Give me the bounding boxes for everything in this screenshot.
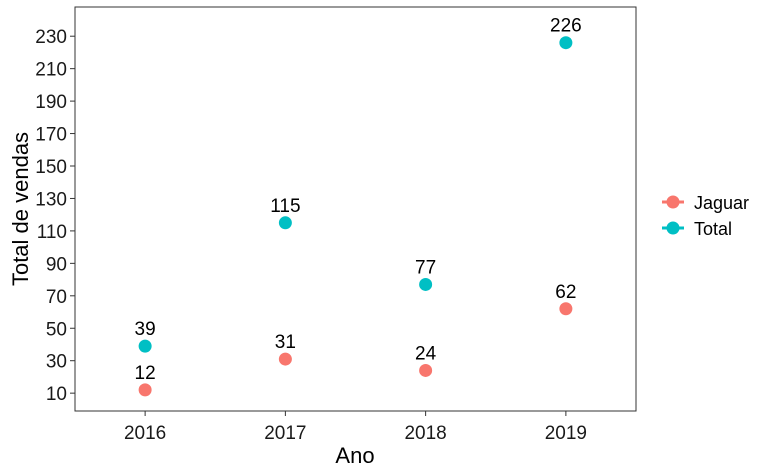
y-tick-label: 70 — [46, 287, 67, 308]
data-label-jaguar: 12 — [135, 363, 156, 384]
data-point-jaguar — [419, 363, 433, 377]
data-label-total: 77 — [415, 257, 436, 278]
x-axis-title: Ano — [335, 443, 374, 468]
data-point-jaguar — [559, 302, 573, 316]
y-tick-label: 90 — [46, 254, 67, 275]
data-label-jaguar: 62 — [555, 282, 576, 303]
legend-label-jaguar: Jaguar — [694, 193, 749, 213]
x-tick-label: 2016 — [124, 423, 166, 444]
y-tick-label: 110 — [37, 222, 67, 243]
y-tick-label: 130 — [35, 189, 67, 210]
data-point-total — [559, 36, 573, 50]
y-tick-label: 10 — [46, 384, 67, 405]
x-tick-label: 2017 — [264, 423, 306, 444]
y-tick-label: 230 — [35, 27, 67, 48]
data-label-total: 39 — [135, 319, 156, 340]
legend-key-point-total — [666, 221, 680, 235]
data-points — [138, 36, 573, 397]
y-tick-label: 30 — [46, 352, 67, 373]
y-axis-title: Total de vendas — [8, 132, 33, 286]
data-point-jaguar — [138, 383, 152, 397]
data-point-total — [419, 277, 433, 291]
data-label-total: 115 — [270, 196, 300, 217]
legend-key-point-jaguar — [666, 195, 680, 209]
data-label-jaguar: 24 — [415, 343, 437, 364]
y-tick-label: 150 — [35, 157, 67, 178]
legend-label-total: Total — [694, 219, 732, 239]
data-labels: 12 31 24 62 39 115 77 226 — [135, 16, 582, 384]
data-point-jaguar — [278, 352, 292, 366]
y-tick-label: 50 — [46, 319, 67, 340]
data-label-total: 226 — [550, 16, 582, 37]
x-tick-label: 2019 — [545, 423, 587, 444]
y-axis: 10 30 50 70 90 110 130 150 170 190 210 230 — [35, 27, 75, 405]
x-tick-label: 2018 — [404, 423, 446, 444]
y-tick-label: 210 — [35, 60, 67, 81]
data-point-total — [278, 216, 292, 230]
data-label-jaguar: 31 — [275, 332, 296, 353]
data-point-total — [138, 339, 152, 353]
y-tick-label: 190 — [35, 92, 67, 113]
legend: Jaguar Total — [662, 193, 749, 239]
x-axis: 2016 2017 2018 2019 — [124, 411, 587, 444]
plot-panel — [74, 6, 637, 412]
y-tick-label: 170 — [35, 125, 67, 146]
